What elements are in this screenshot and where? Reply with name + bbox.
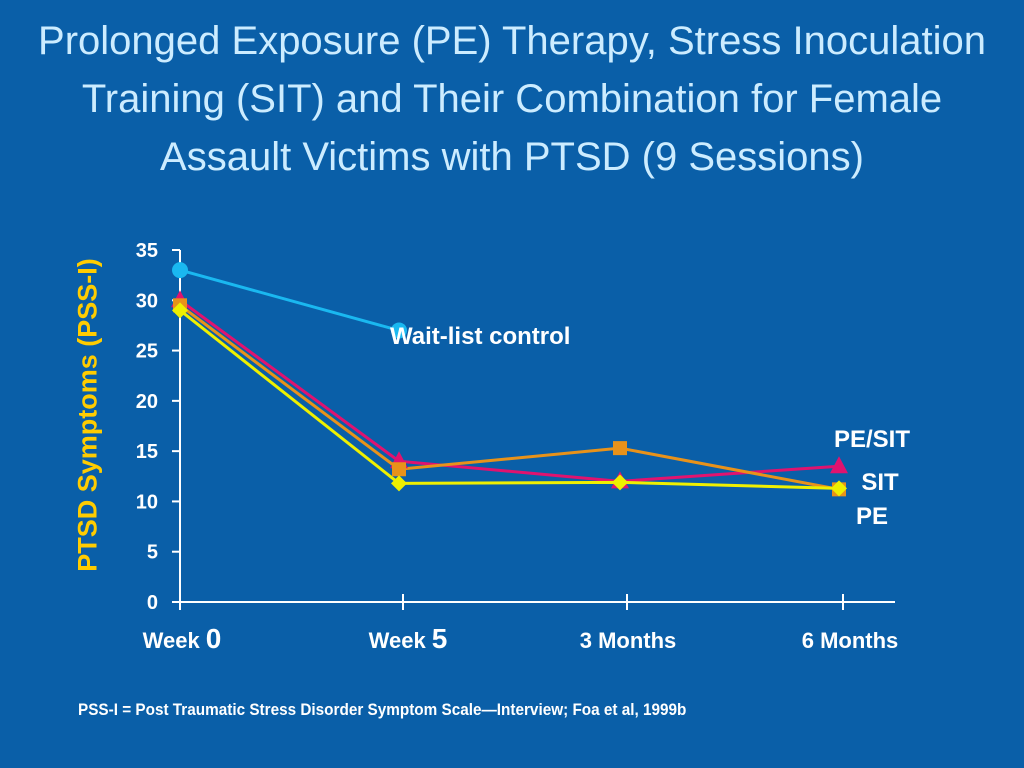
y-tick-label: 15 xyxy=(136,441,158,463)
y-tick-label: 35 xyxy=(136,240,158,262)
x-category-label: 6 Months xyxy=(802,628,899,653)
y-tick-label: 25 xyxy=(136,341,158,363)
y-tick-label: 5 xyxy=(147,542,158,564)
series-label: PE xyxy=(856,503,888,530)
data-point xyxy=(392,462,406,477)
x-category-label: 3 Months xyxy=(580,628,677,653)
series-line-pe-sit xyxy=(179,299,840,483)
data-point xyxy=(613,441,627,456)
series-line-pe xyxy=(179,309,840,490)
data-point xyxy=(831,480,847,497)
data-point xyxy=(830,456,848,474)
y-tick-label: 0 xyxy=(147,592,158,614)
chart-title: Prolonged Exposure (PE) Therapy, Stress … xyxy=(38,19,986,179)
x-category-label: Week 5 xyxy=(369,623,448,654)
data-point xyxy=(391,322,407,339)
footnote: PSS-I = Post Traumatic Stress Disorder S… xyxy=(78,700,687,719)
series-markers xyxy=(171,262,848,497)
series-label: SIT xyxy=(861,469,899,496)
x-category-label: Week 0 xyxy=(143,623,222,654)
data-point xyxy=(172,302,188,319)
series-labels: Wait-list control PE/SIT SIT PE xyxy=(390,323,910,530)
series-lines xyxy=(179,268,840,491)
chart-axes: 0 5 10 15 20 25 30 35 Week 0 Week 5 3 Months 6 Mont… xyxy=(136,240,899,654)
series-line-wait-list-control xyxy=(179,268,400,332)
data-point xyxy=(612,474,628,491)
series-label: Wait-list control xyxy=(390,323,570,350)
series-label: PE/SIT xyxy=(834,426,910,453)
series-line-sit xyxy=(179,304,840,491)
y-tick-label: 10 xyxy=(136,491,158,513)
data-point xyxy=(391,475,407,492)
y-tick-label: 30 xyxy=(136,290,158,312)
y-tick-label: 20 xyxy=(136,391,158,413)
data-point xyxy=(172,262,188,279)
